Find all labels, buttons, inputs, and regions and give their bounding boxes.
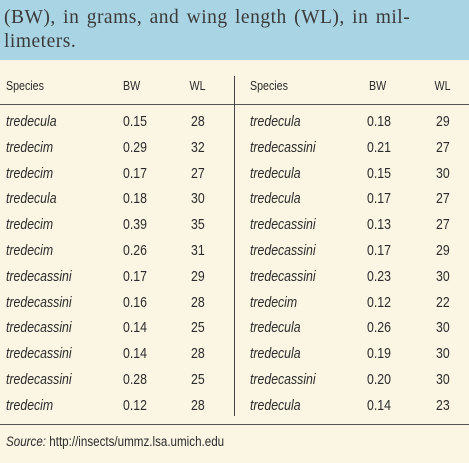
right-row-7-wl: 30	[436, 268, 450, 285]
left-row-1-bw: 0.15	[123, 113, 147, 130]
right-row-6-wl: 29	[436, 242, 450, 259]
left-row-5-wl: 35	[191, 216, 205, 233]
caption-line-2: limeters.	[4, 31, 77, 52]
left-row-7-bw: 0.17	[123, 268, 147, 285]
left-row-3-wl: 27	[191, 165, 205, 182]
right-row-8-wl: 22	[436, 294, 450, 311]
right-row-3-species: tredecula	[250, 165, 301, 182]
left-row-7-wl: 29	[191, 268, 205, 285]
left-row-4-bw: 0.18	[123, 190, 147, 207]
left-row-6-species: tredecim	[6, 242, 54, 259]
right-row-2-species: tredecassini	[250, 139, 316, 156]
right-row-12-bw: 0.14	[367, 397, 391, 414]
right-row-5-species: tredecassini	[250, 216, 316, 233]
left-row-11-bw: 0.28	[123, 371, 147, 388]
right-row-9-wl: 30	[436, 319, 450, 336]
table-bottom-rule	[0, 424, 469, 425]
left-row-1-wl: 28	[191, 113, 205, 130]
header-species-right: Species	[250, 78, 288, 93]
left-row-12-species: tredecim	[6, 397, 54, 414]
left-row-9-species: tredecassini	[6, 319, 72, 336]
right-row-1-bw: 0.18	[367, 113, 391, 130]
right-row-10-bw: 0.19	[367, 345, 391, 362]
right-row-5-bw: 0.13	[367, 216, 391, 233]
left-row-3-species: tredecim	[6, 165, 54, 182]
left-row-8-bw: 0.16	[123, 294, 147, 311]
left-row-5-bw: 0.39	[123, 216, 147, 233]
right-row-4-species: tredecula	[250, 190, 301, 207]
left-row-2-species: tredecim	[6, 139, 54, 156]
left-row-3-bw: 0.17	[123, 165, 147, 182]
right-row-11-species: tredecassini	[250, 371, 316, 388]
header-bw-left: BW	[123, 78, 141, 93]
left-row-9-wl: 25	[191, 319, 205, 336]
left-row-12-wl: 28	[191, 397, 205, 414]
right-row-5-wl: 27	[436, 216, 450, 233]
right-row-3-bw: 0.15	[367, 165, 391, 182]
right-row-9-bw: 0.26	[367, 319, 391, 336]
header-wl-right: WL	[434, 78, 450, 93]
right-row-3-wl: 30	[436, 165, 450, 182]
header-species-left: Species	[6, 78, 44, 93]
right-row-4-bw: 0.17	[367, 190, 391, 207]
left-row-7-species: tredecassini	[6, 268, 72, 285]
right-row-10-species: tredecula	[250, 345, 301, 362]
right-row-11-bw: 0.20	[367, 371, 391, 388]
right-row-12-wl: 23	[436, 397, 450, 414]
right-row-9-species: tredecula	[250, 319, 301, 336]
right-row-12-species: tredecula	[250, 397, 301, 414]
right-row-8-bw: 0.12	[367, 294, 391, 311]
header-bw-right: BW	[369, 78, 387, 93]
left-row-4-species: tredecula	[6, 190, 57, 207]
right-row-2-bw: 0.21	[367, 139, 391, 156]
left-row-6-wl: 31	[191, 242, 205, 259]
left-row-9-bw: 0.14	[123, 319, 147, 336]
right-row-7-bw: 0.23	[367, 268, 391, 285]
left-row-6-bw: 0.26	[123, 242, 147, 259]
left-row-1-species: tredecula	[6, 113, 57, 130]
left-row-5-species: tredecim	[6, 216, 54, 233]
column-divider	[234, 76, 235, 416]
left-row-10-bw: 0.14	[123, 345, 147, 362]
caption-band	[0, 0, 469, 60]
right-row-1-species: tredecula	[250, 113, 301, 130]
source-note: Source: http://insects/ummz.lsa.umich.ed…	[6, 434, 224, 449]
left-row-4-wl: 30	[191, 190, 205, 207]
right-row-2-wl: 27	[436, 139, 450, 156]
left-row-8-species: tredecassini	[6, 294, 72, 311]
table-caption: (BW), in grams, and wing length (WL), in…	[4, 6, 464, 54]
left-row-10-wl: 28	[191, 345, 205, 362]
right-row-4-wl: 27	[436, 190, 450, 207]
right-row-11-wl: 30	[436, 371, 450, 388]
source-label: Source:	[6, 434, 47, 449]
left-row-10-species: tredecassini	[6, 345, 72, 362]
right-row-6-species: tredecassini	[250, 242, 316, 259]
left-row-11-species: tredecassini	[6, 371, 72, 388]
left-row-8-wl: 28	[191, 294, 205, 311]
left-row-11-wl: 25	[191, 371, 205, 388]
left-row-12-bw: 0.12	[123, 397, 147, 414]
right-row-1-wl: 29	[436, 113, 450, 130]
header-wl-left: WL	[189, 78, 205, 93]
right-row-6-bw: 0.17	[367, 242, 391, 259]
left-row-2-wl: 32	[191, 139, 205, 156]
caption-line-1: (BW), in grams, and wing length (WL), in…	[4, 7, 411, 28]
source-url: http://insects/ummz.lsa.umich.edu	[49, 434, 225, 449]
right-row-8-species: tredecim	[250, 294, 298, 311]
left-row-2-bw: 0.29	[123, 139, 147, 156]
right-row-7-species: tredecassini	[250, 268, 316, 285]
right-row-10-wl: 30	[436, 345, 450, 362]
